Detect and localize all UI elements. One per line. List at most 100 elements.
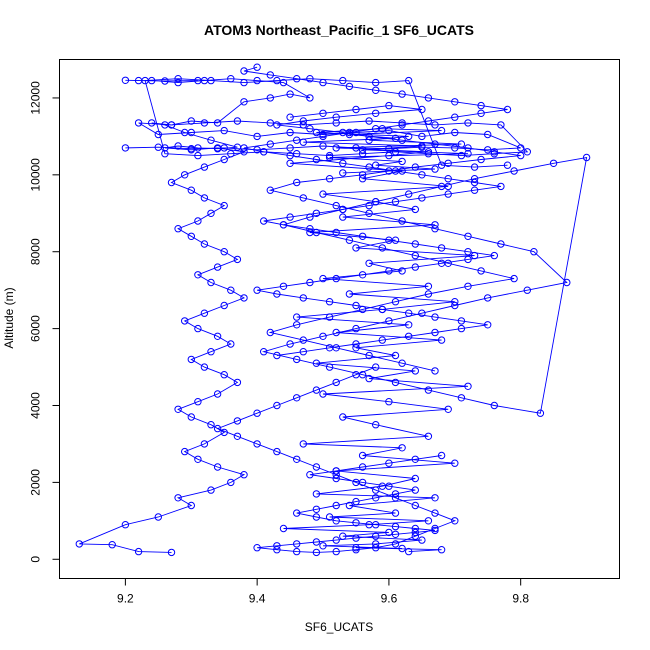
data-point (385, 482, 393, 490)
data-point (444, 405, 452, 413)
data-point (424, 282, 433, 290)
data-point (358, 146, 367, 154)
data-point (325, 344, 334, 352)
data-point (437, 182, 446, 191)
data-point (187, 186, 196, 194)
x-tick-label: 9.2 (117, 592, 134, 606)
data-point (437, 546, 446, 554)
data-point (437, 451, 446, 460)
data-point (332, 144, 340, 152)
data-point (352, 301, 360, 310)
data-point (385, 398, 393, 406)
data-point (240, 471, 248, 479)
data-point (273, 546, 281, 554)
data-point (385, 317, 393, 325)
data-point (372, 86, 380, 95)
data-point (378, 305, 386, 314)
data-point (497, 182, 505, 191)
data-point (497, 240, 505, 248)
data-point (358, 175, 367, 183)
data-point (220, 371, 228, 379)
data-point (431, 221, 439, 229)
data-point (352, 128, 360, 137)
data-point (470, 178, 479, 187)
chart-title: ATOM3 Northeast_Pacific_1 SF6_UCATS (204, 22, 474, 38)
data-point (174, 142, 182, 150)
data-point (299, 121, 307, 129)
data-point (365, 259, 373, 267)
data-point (510, 167, 518, 175)
data-point (503, 161, 512, 169)
data-point (253, 146, 261, 154)
data-point (352, 144, 360, 152)
data-point (411, 251, 419, 260)
data-point (200, 163, 209, 171)
data-point (325, 313, 334, 321)
data-point (464, 382, 472, 390)
data-point (266, 119, 274, 127)
data-point (108, 541, 116, 549)
data-point (464, 282, 472, 290)
data-point (391, 509, 400, 517)
data-point (490, 251, 498, 260)
data-point (134, 547, 143, 556)
data-point (411, 367, 419, 375)
data-point (260, 217, 268, 225)
data-point (312, 538, 321, 546)
data-point (240, 78, 248, 87)
data-point (167, 548, 176, 557)
data-point (293, 355, 301, 364)
data-point (286, 90, 294, 98)
data-point (266, 71, 274, 79)
data-point (260, 148, 268, 156)
data-point (490, 148, 498, 156)
data-point (306, 94, 314, 102)
data-point (312, 155, 321, 164)
data-point (293, 540, 301, 548)
data-point (378, 336, 386, 344)
data-point (352, 544, 360, 552)
data-point (411, 524, 419, 533)
data-point (220, 126, 228, 135)
data-point (293, 136, 301, 144)
data-point (273, 121, 281, 129)
data-point (332, 471, 340, 479)
data-point (398, 217, 406, 225)
data-point (194, 217, 202, 225)
data-point (181, 171, 189, 179)
data-point (523, 286, 531, 294)
data-point (233, 417, 242, 425)
data-point (312, 463, 321, 471)
data-point (148, 119, 156, 127)
data-point (325, 153, 334, 162)
data-point (299, 294, 307, 302)
data-point (411, 240, 419, 248)
data-point (457, 324, 466, 333)
data-point (405, 332, 413, 340)
data-point (457, 317, 466, 325)
data-point (345, 501, 354, 510)
data-point (391, 198, 400, 206)
data-point (424, 517, 433, 525)
data-point (431, 121, 439, 129)
data-point (358, 232, 367, 241)
data-point (161, 150, 169, 158)
data-point (293, 455, 301, 463)
data-point (444, 190, 452, 198)
series-line (243, 66, 508, 356)
data-point (293, 75, 301, 83)
data-point (200, 309, 209, 317)
data-point (332, 467, 340, 475)
data-point (154, 143, 163, 151)
data-point (194, 324, 202, 333)
data-point (372, 78, 380, 87)
data-point (213, 263, 222, 271)
series-line (283, 128, 475, 553)
data-point (378, 244, 386, 252)
series-line (125, 78, 529, 168)
data-point (372, 494, 380, 502)
data-point (319, 132, 327, 141)
data-point (451, 113, 459, 121)
data-point (220, 248, 228, 256)
data-point (510, 274, 518, 283)
